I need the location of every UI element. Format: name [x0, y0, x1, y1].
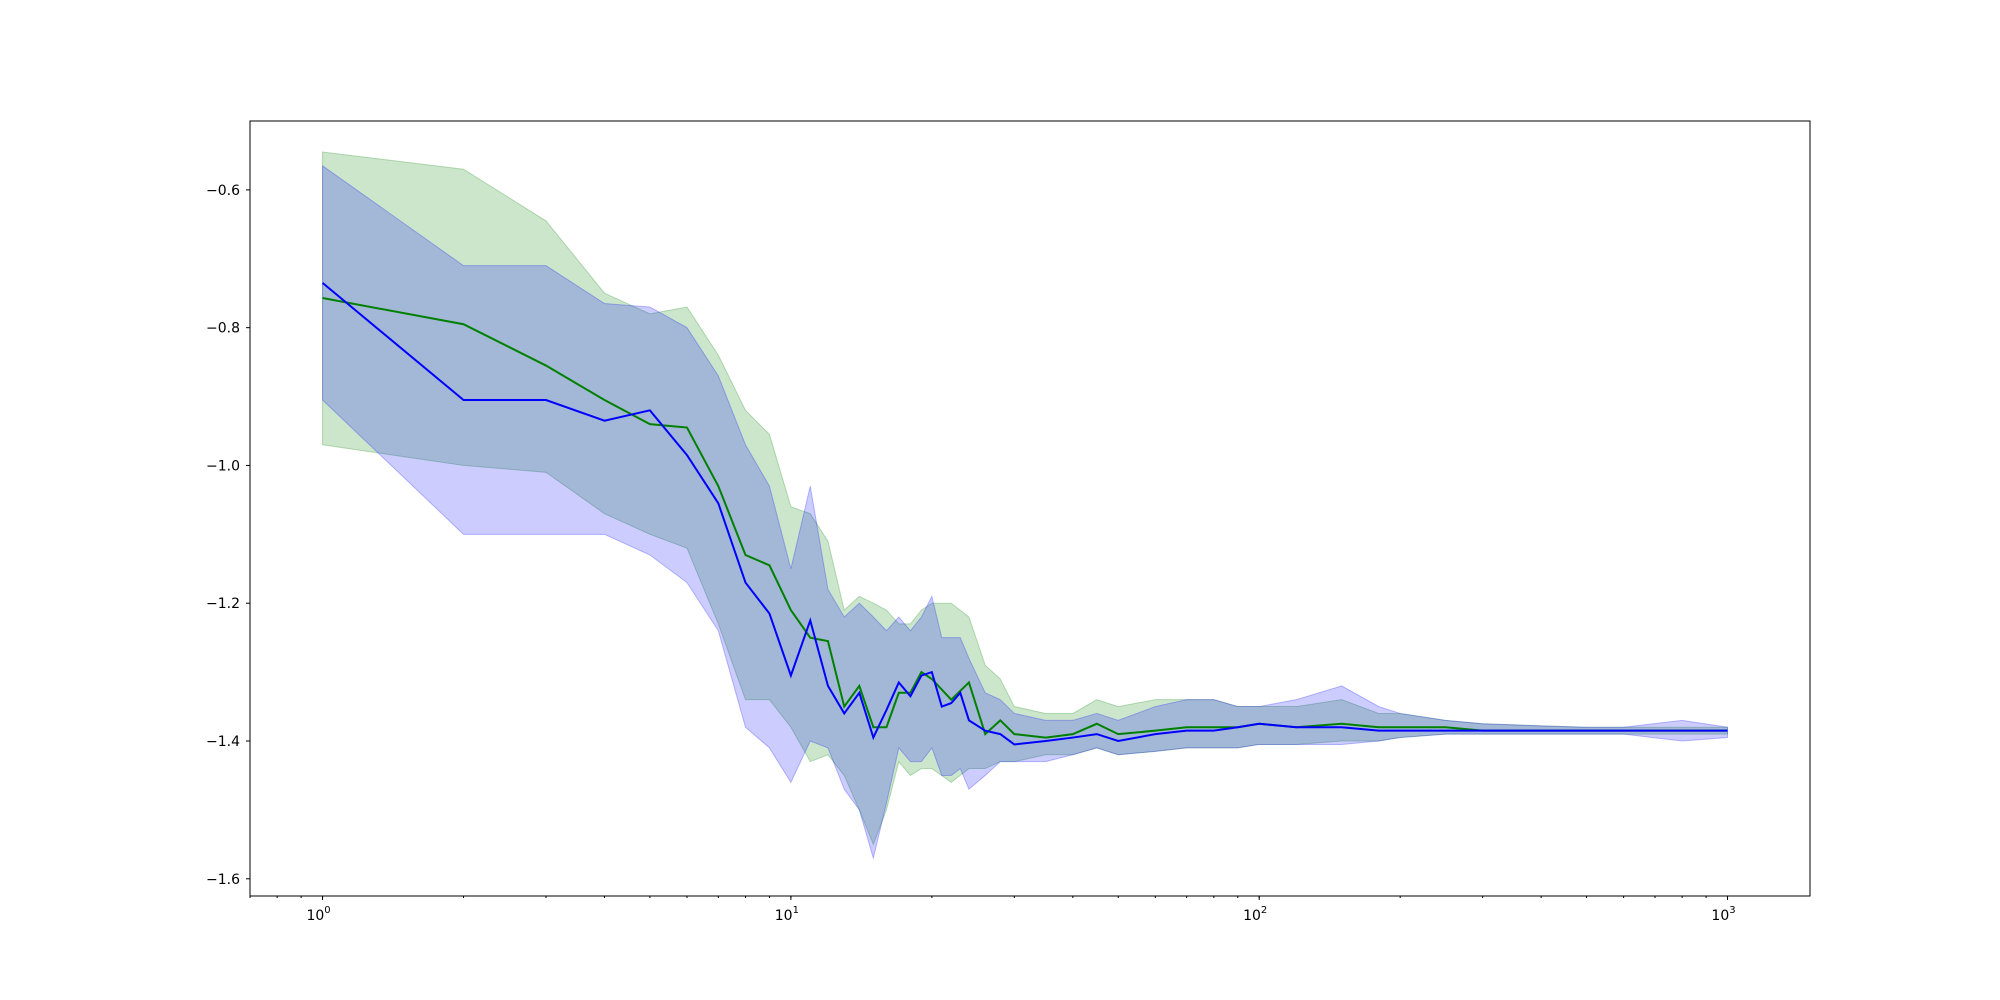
x-tick-label: 100	[306, 905, 330, 924]
x-tick-label: 103	[1711, 905, 1735, 924]
y-tick-label: −1.4	[206, 734, 240, 750]
x-tick-label: 102	[1243, 905, 1267, 924]
y-tick-label: −1.0	[206, 458, 240, 474]
y-tick-label: −0.6	[206, 183, 240, 199]
confidence-band-2	[322, 164, 1729, 861]
y-tick-label: −0.8	[206, 321, 240, 337]
y-tick-label: −1.2	[206, 596, 240, 612]
x-axis: 100 101 102 103	[249, 896, 1736, 924]
series-line-2	[321, 282, 1728, 746]
plot-frame	[249, 120, 1811, 897]
series-lines	[321, 282, 1728, 746]
y-tick-label: −1.6	[206, 872, 240, 888]
y-axis: −0.6 −0.8 −1.0 −1.2 −1.4 −1.6	[206, 183, 250, 888]
x-tick-label: 101	[775, 905, 799, 924]
confidence-bands	[322, 151, 1729, 861]
series-line-1	[322, 297, 1728, 739]
confidence-band-1	[322, 151, 1729, 846]
